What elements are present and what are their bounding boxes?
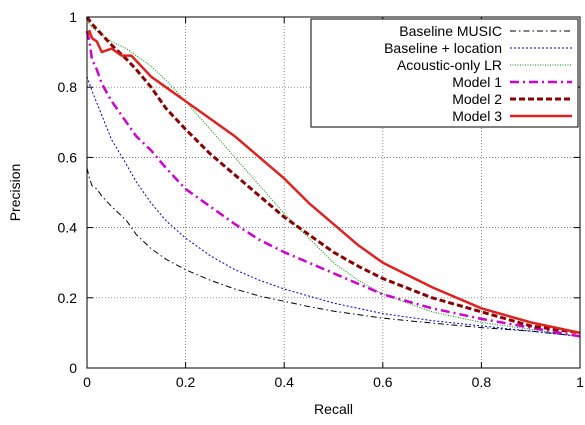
series-line-4 [85,30,581,338]
series-line-3 [86,20,581,337]
x-tick-label: 0.8 [472,374,492,390]
y-tick-label: 0.8 [58,79,78,95]
legend-label: Model 3 [452,108,502,124]
legend-label: Baseline MUSIC [399,23,502,39]
x-tick-label: 0.4 [274,374,294,390]
legend-box [310,18,579,128]
y-tick-label: 0.4 [58,220,78,236]
y-tick-label: 0 [69,360,77,376]
x-tick-label: 0.2 [176,374,196,390]
y-tick-label: 0.2 [58,290,78,306]
legend-label: Model 1 [452,74,502,90]
x-tick-label: 0 [83,374,91,390]
legend-label: Acoustic-only LR [397,57,502,73]
curves [85,16,581,338]
series-line-6 [85,29,581,335]
ticks: 0 0.2 0.4 0.6 0.8 1 0 0.2 0.4 0.6 0.8 1 [58,9,585,390]
plot-frame [86,16,581,369]
legend-label: Model 2 [452,91,502,107]
legend-label: Baseline + location [384,40,502,56]
series-line-1 [86,167,581,337]
x-tick-label: 0.6 [373,374,393,390]
series-line-5 [85,16,581,335]
x-axis-label: Recall [314,401,353,417]
y-tick-label: 0.6 [58,149,78,165]
y-tick-label: 1 [69,9,77,25]
x-tick-label: 1 [576,374,584,390]
y-axis-label: Precision [7,164,23,222]
series-line-2 [86,76,581,337]
